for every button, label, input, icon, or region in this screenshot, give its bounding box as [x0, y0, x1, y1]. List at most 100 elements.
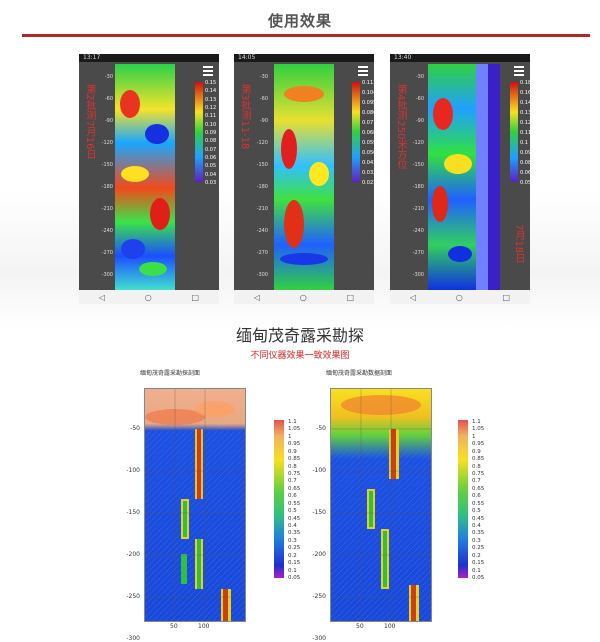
y-tick-label: -270 [412, 250, 424, 256]
colorbar-tick-label: 0.8 [288, 463, 297, 470]
menu-icon[interactable] [358, 66, 368, 76]
colorbar-tick-label: 0.25 [472, 545, 485, 552]
y-tick-label: -90 [415, 118, 424, 124]
colorbar-tick-label: 0.07 [205, 146, 217, 153]
chart-title: 缅甸茂奇露采勘数据剖面 [326, 370, 393, 377]
y-tick-label: -300 [101, 272, 113, 278]
page-title: 使用效果 [267, 12, 332, 30]
colorbar-tick-label: 0.3 [288, 537, 297, 544]
colorbar-tick-label: 0.75 [472, 471, 485, 477]
recents-icon[interactable]: □ [346, 292, 355, 302]
back-icon[interactable]: ◁ [98, 292, 106, 302]
home-icon[interactable]: ○ [299, 292, 307, 302]
back-icon[interactable]: ◁ [253, 292, 261, 302]
colorbar-tick-label: 0.35 [472, 530, 485, 537]
colorbar-tick-label: 0.9 [472, 448, 481, 455]
colorbar-tick-label: 0.05 [288, 575, 301, 581]
y-tick-label: -100 [126, 467, 140, 474]
colorbar-tick-label: 0.18 [520, 80, 532, 86]
y-tick-label: -30 [104, 74, 113, 80]
comparison-note: 不同仪器效果一致效果图 [250, 351, 350, 361]
colorbar-tick-label: 0.104 [362, 90, 377, 96]
y-tick-label: -60 [259, 96, 268, 102]
status-bar: 14:05 [234, 54, 374, 62]
y-tick-label: -90 [259, 118, 268, 124]
nav-bar: ◁ ○ □ [390, 290, 530, 304]
menu-icon[interactable] [203, 66, 213, 76]
y-tick-label: -250 [312, 593, 326, 600]
y-tick-label: -270 [256, 250, 268, 256]
colorbar-tick-label: 0.9 [288, 448, 297, 455]
colorbar-tick-label: 0.25 [288, 545, 301, 552]
colorbar-tick-label: 0.95 [288, 441, 301, 448]
colorbar-tick-label: 1 [472, 433, 476, 440]
colorbar-tick-label: 0.041 [362, 160, 377, 166]
colorbar-tick-label: 0.35 [288, 530, 301, 537]
y-tick-label: -240 [412, 228, 424, 234]
colorbar-tick-label: 0.05 [205, 163, 217, 170]
nav-bar: ◁ ○ □ [79, 290, 219, 304]
y-tick-label: -30 [415, 74, 424, 80]
y-tick-label: -180 [256, 184, 268, 190]
y-tick-label: -100 [312, 467, 326, 474]
recents-icon[interactable]: □ [191, 292, 200, 302]
recents-icon[interactable]: □ [502, 292, 511, 302]
colorbar-tick-label: 0.15 [205, 80, 217, 86]
colorbar-tick-label: 0.65 [288, 485, 301, 492]
colorbar [352, 82, 360, 182]
menu-icon[interactable] [514, 66, 524, 76]
colorbar-tick-label: 0.16 [520, 90, 532, 96]
y-tick-label: -210 [412, 206, 424, 212]
y-tick-label: -240 [256, 228, 268, 234]
phone-screenshot-2: 14:05 第3批测11-18 0.113 0.104 0.095 0.086 0.07… [234, 54, 377, 304]
y-tick-label: -30 [259, 74, 268, 80]
colorbar-tick-label: 0.12 [205, 105, 217, 111]
y-tick-label: -240 [101, 228, 113, 234]
colorbar-tick-label: 0.4 [288, 523, 297, 529]
colorbar-tick-label: 0.2 [472, 552, 481, 559]
colorbar [274, 420, 284, 578]
y-tick-label: -180 [101, 184, 113, 190]
survey-date-label: 7月18日 [513, 224, 524, 264]
colorbar-tick-label: 0.15 [472, 560, 485, 567]
survey-label: 第3批测11-18 [239, 84, 250, 150]
colorbar-tick-label: 0.023 [362, 180, 377, 186]
colorbar-tick-label: 0.11 [205, 113, 217, 120]
contour-plot [330, 388, 432, 622]
chart-title: 缅甸茂奇露采勘探剖面 [140, 370, 201, 377]
x-tick-label: 100 [384, 623, 396, 630]
colorbar-tick-label: 0.10 [205, 121, 217, 128]
colorbar-tick-label: 1.1 [288, 419, 297, 425]
home-icon[interactable]: ○ [455, 292, 463, 302]
colorbar-tick-label: 1.05 [288, 426, 301, 433]
colorbar-tick-label: 0.5 [288, 508, 297, 515]
y-tick-label: -300 [126, 635, 140, 642]
survey-label: 第4批测250米方位 [395, 84, 406, 170]
colorbar-tick-label: 0.095 [362, 100, 377, 106]
y-tick-label: -300 [256, 272, 268, 278]
status-bar: 13:40 [390, 54, 530, 62]
colorbar-tick-label: 0.059 [362, 140, 377, 146]
y-tick-label: -210 [256, 206, 268, 212]
colorbar [510, 82, 518, 182]
x-tick-label: 50 [356, 623, 364, 630]
colorbar [195, 82, 203, 182]
y-tick-label: -60 [415, 96, 424, 102]
resistivity-map [115, 64, 175, 290]
home-icon[interactable]: ○ [144, 292, 152, 302]
y-tick-label: -250 [126, 593, 140, 600]
colorbar-tick-label: 0.7 [288, 478, 297, 485]
colorbar-tick-label: 0.8 [472, 463, 481, 470]
back-icon[interactable]: ◁ [409, 292, 417, 302]
contour-plot [144, 388, 246, 622]
nav-bar: ◁ ○ □ [234, 290, 374, 304]
colorbar-tick-label: 0.06 [520, 170, 532, 176]
y-tick-label: -120 [412, 140, 424, 146]
colorbar-tick-label: 0.113 [362, 80, 377, 86]
section-chart-1: 缅甸茂奇露采勘探剖面 -50 -100 -150 -2 [126, 366, 292, 642]
y-tick-label: -90 [104, 118, 113, 124]
y-tick-label: -150 [126, 509, 140, 516]
title-divider [22, 34, 590, 37]
colorbar-tick-label: 0.050 [362, 150, 377, 156]
y-tick-label: -150 [101, 162, 113, 168]
